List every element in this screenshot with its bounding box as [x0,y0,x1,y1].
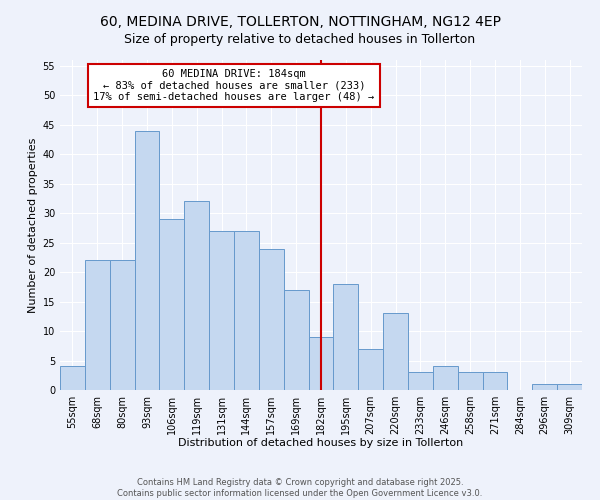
Bar [110,260,134,390]
Bar [184,202,209,390]
Bar [134,130,160,390]
Bar [482,372,508,390]
Bar [433,366,458,390]
Y-axis label: Number of detached properties: Number of detached properties [28,138,38,312]
Bar [284,290,308,390]
Bar [60,366,85,390]
Bar [408,372,433,390]
Bar [160,219,184,390]
Text: 60 MEDINA DRIVE: 184sqm
← 83% of detached houses are smaller (233)
17% of semi-d: 60 MEDINA DRIVE: 184sqm ← 83% of detache… [94,69,374,102]
Bar [532,384,557,390]
Text: Contains HM Land Registry data © Crown copyright and database right 2025.
Contai: Contains HM Land Registry data © Crown c… [118,478,482,498]
Bar [308,337,334,390]
Bar [458,372,482,390]
Bar [383,314,408,390]
Bar [234,231,259,390]
Bar [209,231,234,390]
Bar [259,248,284,390]
Text: Size of property relative to detached houses in Tollerton: Size of property relative to detached ho… [124,32,476,46]
Bar [334,284,358,390]
Bar [358,349,383,390]
Text: 60, MEDINA DRIVE, TOLLERTON, NOTTINGHAM, NG12 4EP: 60, MEDINA DRIVE, TOLLERTON, NOTTINGHAM,… [100,15,500,29]
Bar [557,384,582,390]
X-axis label: Distribution of detached houses by size in Tollerton: Distribution of detached houses by size … [178,438,464,448]
Bar [85,260,110,390]
